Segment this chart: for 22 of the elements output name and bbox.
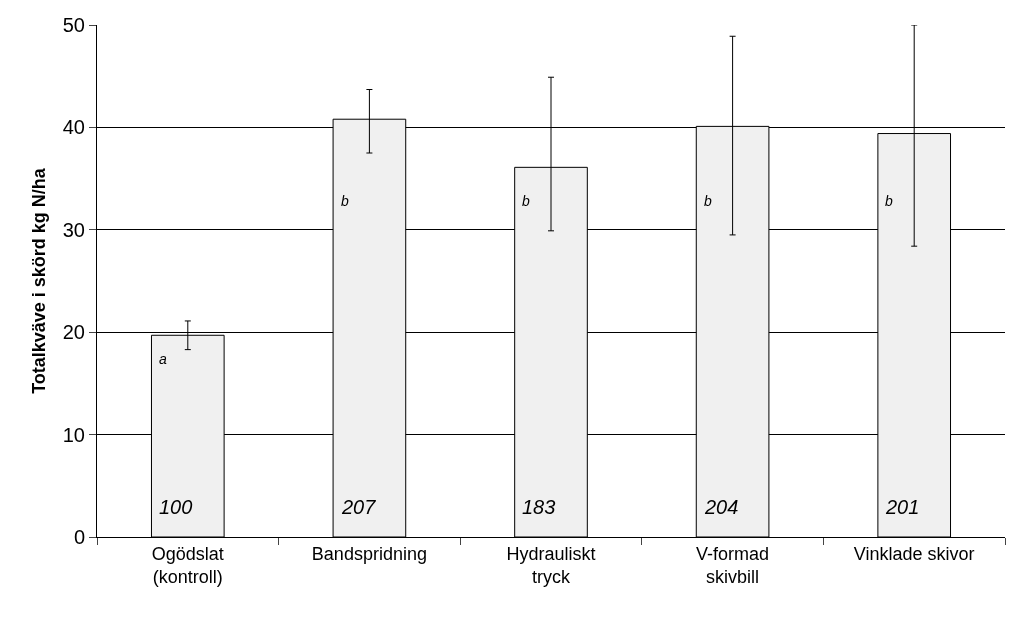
annotation: b [341,193,349,209]
y-tick-label: 0 [73,526,85,548]
x-tick-label: Hydrauliskt tryck [506,543,596,587]
annotation: 183 [522,496,556,518]
annotation: a [159,351,167,367]
x-tick-label: Bandspridning [311,543,427,564]
x-tick-label: Ogödslat (kontroll) [151,543,224,587]
y-tick-label: 30 [62,218,85,241]
x-tick-label: Vinklade skivor [853,543,975,564]
annotation: 201 [885,496,920,518]
y-tick-label: 20 [62,321,85,344]
annotation: b [704,193,712,209]
annotation: 204 [704,496,739,518]
annotation: b [885,193,893,209]
x-tick-label: V-formad skivbill [696,543,770,587]
y-axis-title: Totalkväve i skörd kg N/ha [28,167,49,394]
annotation: 207 [341,496,377,518]
y-tick-label: 40 [62,116,85,139]
y-tick-label: 50 [62,14,85,36]
annotation: b [522,193,530,209]
annotation: 100 [159,496,193,518]
y-tick-label: 10 [62,423,85,446]
